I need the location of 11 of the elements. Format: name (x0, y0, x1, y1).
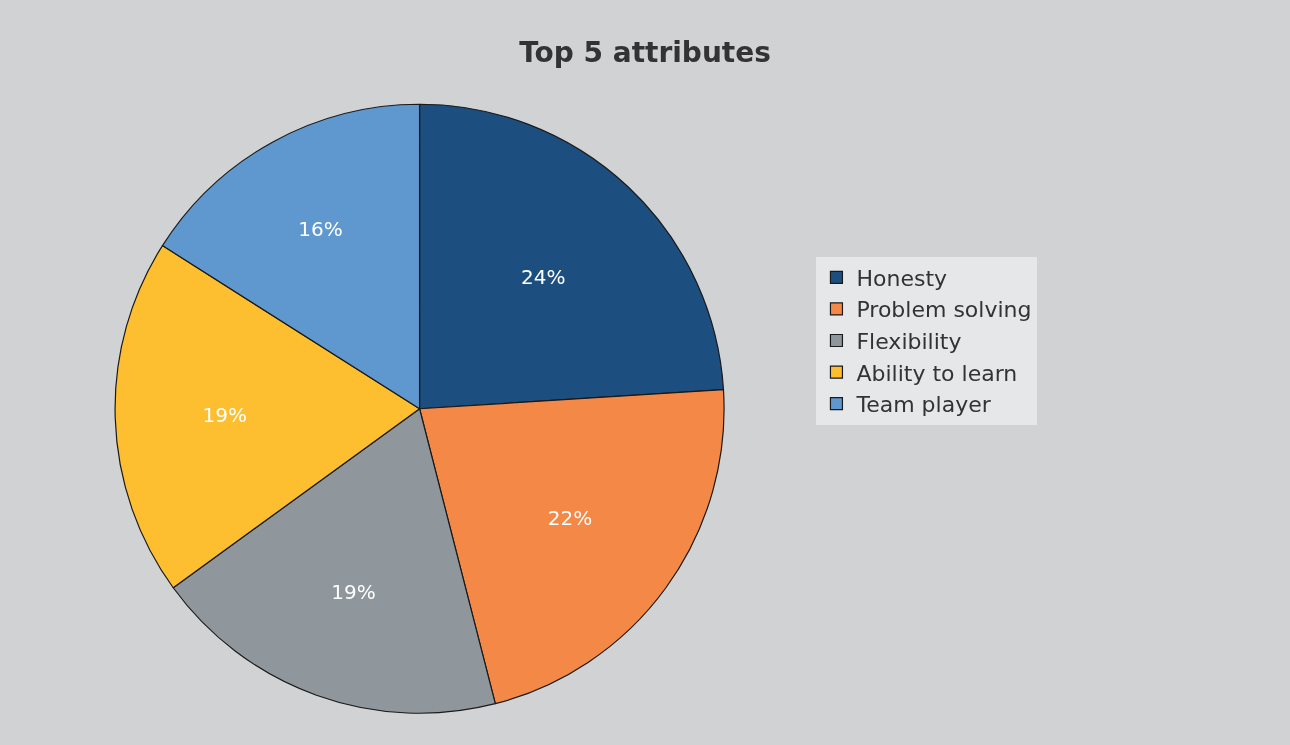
data-label: 22% (547, 506, 593, 531)
data-label: 16% (298, 216, 343, 241)
data-label: 19% (202, 402, 247, 427)
chart-title: Top 5 attributes (519, 35, 771, 69)
legend-label: Flexibility (856, 329, 962, 355)
data-label: 19% (331, 580, 376, 605)
legend-label: Problem solving (856, 297, 1032, 323)
legend-label: Honesty (856, 265, 948, 291)
data-label: 24% (521, 264, 566, 289)
legend-label: Ability to learn (856, 360, 1018, 386)
legend-label: Team player (855, 392, 992, 418)
